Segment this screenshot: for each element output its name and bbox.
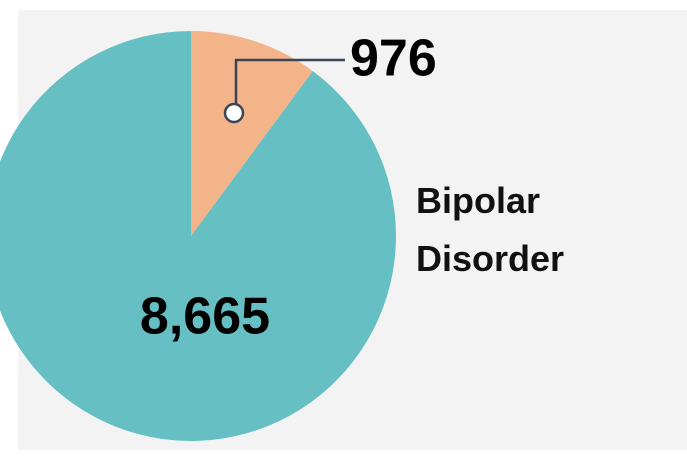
- pie-slice: [191, 31, 313, 236]
- value-label: 976: [350, 30, 437, 88]
- data-labels: 976 8,665: [140, 30, 437, 346]
- pie: [0, 31, 396, 441]
- value-label: 8,665: [140, 288, 270, 346]
- pie-slice: [0, 31, 396, 441]
- leader-dot: [223, 102, 245, 124]
- chart-title: Bipolar Disorder: [416, 180, 565, 279]
- leader-line: [234, 58, 345, 106]
